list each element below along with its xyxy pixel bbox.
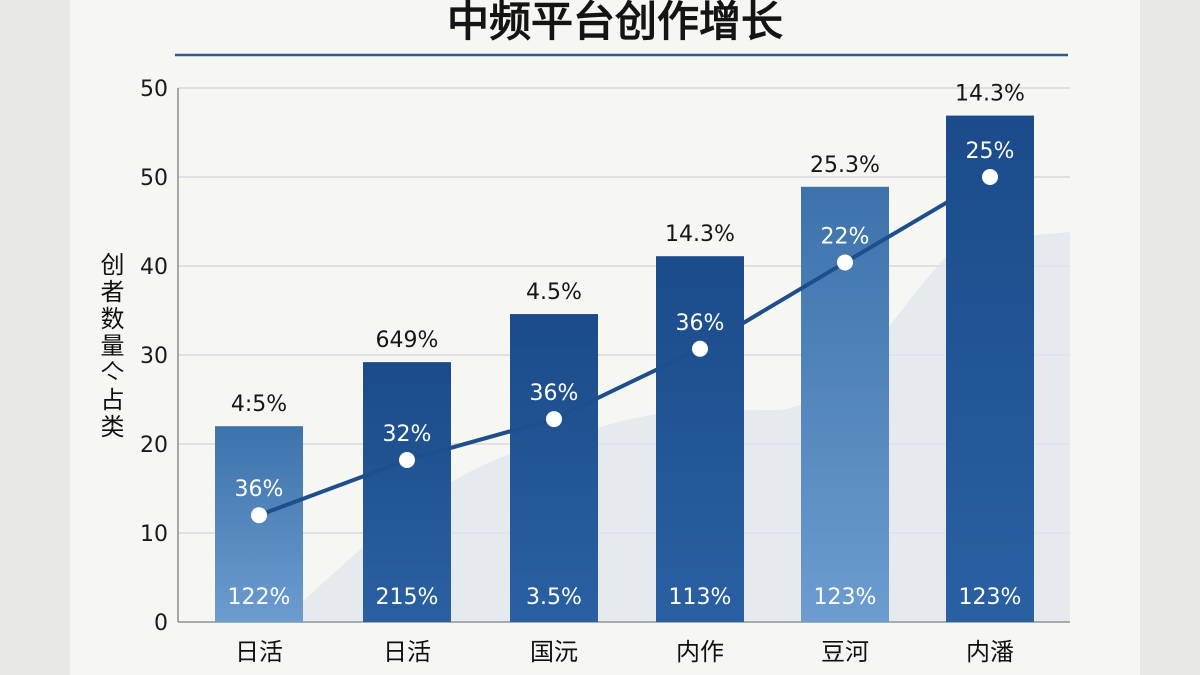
bar-base-label: 123% [814,585,877,610]
data-labels: 4:5% 36% 122% 649% 32% 215% 4.5% 36% 3.5% 14.3% 36… [228,82,1025,610]
x-category-label: 国沅 [530,638,578,666]
bar-base-label: 122% [228,585,291,610]
point-label: 36% [530,381,579,406]
y-axis-label: 创者数量亽占类 [96,252,124,441]
y-ticks: 0 10 20 30 40 50 50 [140,77,168,636]
bar-top-label: 4:5% [231,392,287,417]
y-tick-label: 0 [154,611,168,636]
line-point-1 [399,452,415,469]
bar-3 [656,256,744,622]
bar-0 [215,426,303,622]
y-tick-label: 30 [140,344,168,369]
point-label: 36% [676,311,725,336]
point-label: 36% [235,477,284,502]
line-point-2 [546,411,562,428]
bar-base-label: 3.5% [526,585,582,610]
bar-top-label: 25.3% [810,153,880,178]
y-tick-label: 50 [140,77,168,102]
bar-1 [363,362,451,622]
line-series-group [251,169,998,524]
line-series [258,175,992,518]
y-tick-label: 50 [140,166,168,191]
y-tick-label: 10 [140,522,168,547]
bar-top-label: 649% [376,328,439,353]
bar-top-label: 14.3% [955,82,1025,107]
line-point-0 [251,507,267,524]
x-category-label: 豆河 [821,638,869,666]
x-category-label: 内作 [676,638,724,666]
bar-4 [801,186,889,623]
y-tick-label: 20 [140,433,168,458]
point-label: 25% [966,139,1015,164]
line-point-5 [982,169,998,185]
point-label: 32% [383,422,432,447]
line-point-4 [837,254,853,271]
y-tick-label: 40 [140,255,168,280]
x-category-label: 内潘 [966,638,1014,666]
point-label: 22% [821,224,870,249]
bar-base-label: 215% [376,585,439,610]
bar-base-label: 113% [669,585,732,610]
x-category-label: 日活 [383,638,431,666]
chart-title: 中频平台创作增长 [447,0,783,46]
x-category-label: 日活 [235,638,283,666]
bar-base-label: 123% [959,585,1022,610]
x-categories: 日活 日活 国沅 内作 豆河 内潘 [235,638,1014,666]
bar-2 [510,314,598,622]
line-point-3 [692,340,708,357]
bar-top-label: 4.5% [526,280,582,305]
bar-5 [946,115,1034,622]
bar-top-label: 14.3% [665,222,735,247]
